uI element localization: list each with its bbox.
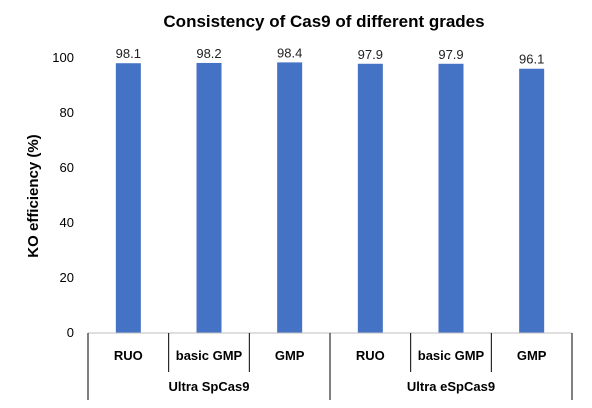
x-group-label: Ultra eSpCas9 [407,379,495,394]
x-tick-label: RUO [356,348,385,363]
data-label: 97.9 [358,47,383,62]
data-label: 97.9 [438,47,463,62]
data-label: 98.1 [116,46,141,61]
x-group-label: Ultra SpCas9 [169,379,250,394]
x-tick-label: basic GMP [176,348,243,363]
data-label: 96.1 [519,52,544,67]
y-tick-label: 60 [60,160,74,175]
y-tick-label: 40 [60,215,74,230]
y-axis-label: KO efficiency (%) [25,134,42,257]
bar [438,63,464,334]
bar [115,63,141,333]
bar [519,68,545,333]
data-label: 98.4 [277,45,302,60]
x-tick-label: GMP [275,348,305,363]
y-axis: 0 20 40 60 80 100 [52,50,74,340]
x-tick-label: RUO [114,348,143,363]
bars: 98.1 98.2 98.4 97.9 97.9 96.1 [115,45,545,334]
y-tick-label: 20 [60,270,74,285]
x-tick-label: basic GMP [418,348,485,363]
bar [357,63,383,334]
bar [277,62,303,334]
x-axis: RUO basic GMP GMP RUO basic GMP GMP Ultra SpCa… [87,332,573,400]
bar [196,62,222,333]
y-tick-label: 80 [60,105,74,120]
y-tick-label: 0 [67,325,74,340]
data-label: 98.2 [196,46,221,61]
y-tick-label: 100 [52,50,74,65]
x-tick-label: GMP [517,348,547,363]
chart-title: Consistency of Cas9 of different grades [163,12,484,31]
